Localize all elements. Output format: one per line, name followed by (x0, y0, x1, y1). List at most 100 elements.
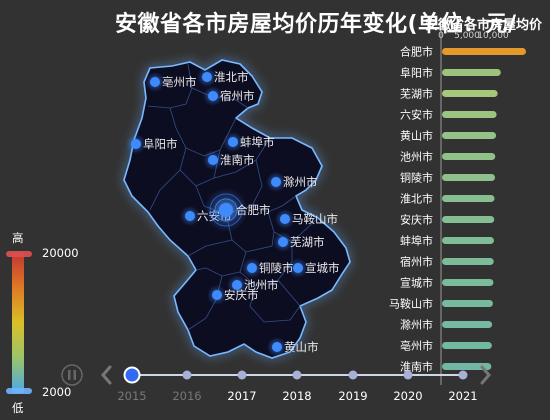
visual-map-low-label: 低 (12, 401, 24, 415)
bar-category-label: 滁州市 (400, 318, 433, 332)
bar[interactable] (442, 174, 496, 181)
bar-series: 合肥市阜阳市芜湖市六安市黄山市池州市铜陵市淮北市安庆市蚌埠市宿州市宣城市马鞍山市… (389, 45, 526, 374)
bar-category-label: 亳州市 (400, 339, 433, 353)
bar[interactable] (442, 342, 492, 349)
city-label: 淮北市 (214, 70, 249, 84)
city-label: 芜湖市 (290, 235, 325, 249)
city-label: 滁州市 (283, 175, 318, 189)
timeline-year-dot[interactable] (403, 370, 413, 380)
city-label: 宣城市 (305, 261, 340, 275)
city-point[interactable] (272, 342, 282, 352)
bar[interactable] (442, 153, 496, 160)
bar-category-label: 蚌埠市 (400, 234, 433, 248)
timeline-year-dot[interactable] (458, 370, 468, 380)
bar-category-label: 淮北市 (400, 192, 433, 206)
bar[interactable] (442, 237, 494, 244)
bar[interactable] (442, 279, 494, 286)
bar-category-label: 宿州市 (400, 255, 433, 269)
city-point[interactable] (185, 211, 195, 221)
city-label: 蚌埠市 (240, 135, 275, 149)
visual-map-high-label: 高 (12, 231, 24, 245)
chart-title: 安徽省各市房屋均价历年变化(单位：元/ (115, 12, 517, 37)
city-point[interactable] (228, 137, 238, 147)
timeline-year-label[interactable]: 2016 (172, 389, 201, 403)
bar-category-label: 淮南市 (400, 360, 433, 374)
city-label: 合肥市 (236, 203, 271, 217)
city-ripple (209, 193, 243, 227)
bar-category-label: 六安市 (400, 108, 433, 122)
bar[interactable] (442, 300, 493, 307)
timeline-year-dot[interactable] (348, 370, 358, 380)
city-label: 安庆市 (224, 288, 259, 302)
bar[interactable] (442, 216, 495, 223)
city-point[interactable] (212, 290, 222, 300)
timeline-year-dot-active[interactable] (123, 366, 141, 384)
bar[interactable] (442, 90, 498, 97)
visual-map-top-handle[interactable] (6, 251, 32, 257)
chevron-left-icon[interactable] (101, 365, 112, 385)
pause-icon[interactable] (61, 364, 83, 386)
bar[interactable] (442, 363, 492, 370)
bar-x-tick: 10,000 (477, 31, 509, 41)
timeline-year-label[interactable]: 2017 (227, 389, 256, 403)
city-point[interactable] (219, 203, 233, 217)
bar[interactable] (442, 132, 497, 139)
timeline-year-label[interactable]: 2021 (448, 389, 477, 403)
city-label: 马鞍山市 (292, 212, 338, 226)
timeline-year-dot[interactable] (292, 370, 302, 380)
city-label: 亳州市 (162, 75, 197, 89)
bar[interactable] (442, 195, 495, 202)
timeline-year-dot[interactable] (237, 370, 247, 380)
timeline-year-dot[interactable] (182, 370, 192, 380)
city-ripple (214, 198, 238, 222)
city-point[interactable] (208, 155, 218, 165)
city-point[interactable] (208, 91, 218, 101)
city-label: 黄山市 (284, 340, 319, 354)
city-label: 阜阳市 (143, 137, 178, 151)
timeline-year-label[interactable]: 2015 (117, 389, 146, 403)
city-point[interactable] (202, 72, 212, 82)
bar-category-label: 铜陵市 (400, 171, 433, 185)
bar-category-label: 芜湖市 (400, 87, 433, 101)
city-point[interactable] (293, 263, 303, 273)
bar[interactable] (442, 111, 497, 118)
bar[interactable] (442, 69, 501, 76)
bar-category-label: 黄山市 (400, 129, 433, 143)
city-point[interactable] (271, 177, 281, 187)
city-point[interactable] (232, 280, 242, 290)
visual-map-bottom-handle[interactable] (6, 388, 32, 394)
bar[interactable] (442, 48, 526, 55)
visual-map-max-label: 20000 (42, 246, 79, 260)
timeline-year-label[interactable]: 2020 (393, 389, 422, 403)
bar-x-tick: 5,000 (454, 31, 480, 41)
city-label: 铜陵市 (259, 261, 294, 275)
bar-category-label: 阜阳市 (400, 66, 433, 80)
city-point[interactable] (278, 237, 288, 247)
city-point[interactable] (131, 139, 141, 149)
visual-map-min-label: 2000 (42, 385, 71, 399)
city-label: 池州市 (244, 278, 279, 292)
bar[interactable] (442, 258, 494, 265)
visual-map-bar[interactable] (12, 253, 24, 393)
city-point[interactable] (247, 263, 257, 273)
timeline-year-label[interactable]: 2019 (338, 389, 367, 403)
bar-x-tick: 0 (438, 31, 444, 41)
city-label: 宿州市 (220, 89, 255, 103)
bar[interactable] (442, 321, 493, 328)
city-label: 淮南市 (220, 153, 255, 167)
bar-category-label: 池州市 (400, 150, 433, 164)
bar-category-label: 安庆市 (400, 213, 433, 227)
overlay-subtitle: 安徽省各市房屋均价 (425, 18, 543, 33)
chevron-right-icon[interactable] (480, 365, 491, 385)
city-point[interactable] (280, 214, 290, 224)
bar-category-label: 马鞍山市 (389, 297, 433, 311)
bar-category-label: 合肥市 (400, 45, 433, 59)
bar-category-label: 宣城市 (400, 276, 433, 290)
city-point[interactable] (150, 77, 160, 87)
timeline-year-label[interactable]: 2018 (282, 389, 311, 403)
